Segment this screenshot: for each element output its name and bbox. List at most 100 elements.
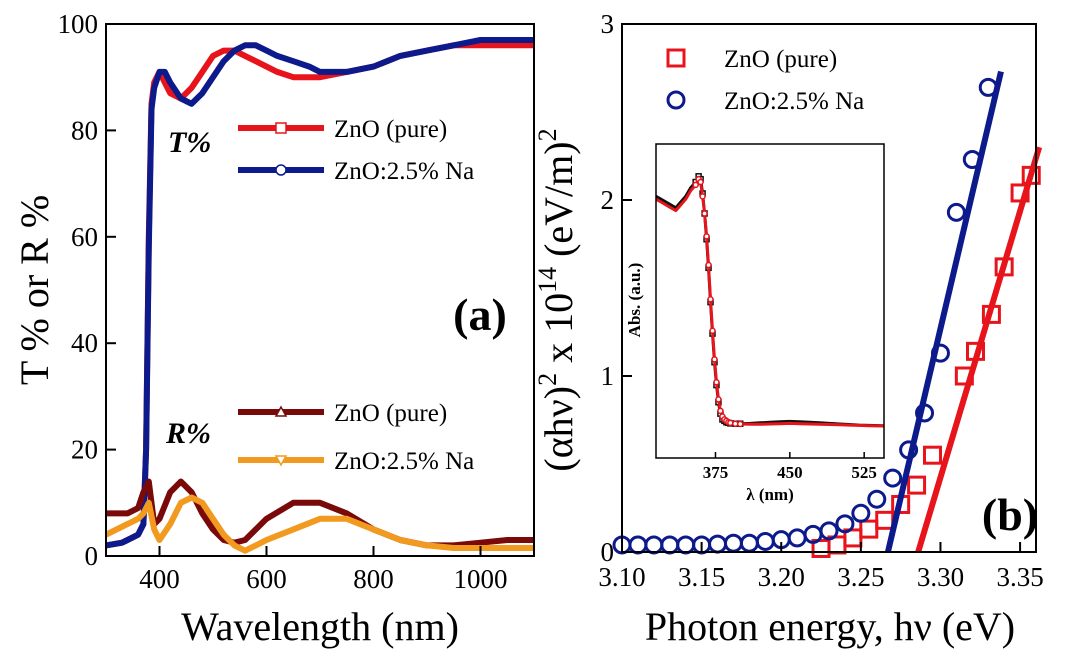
panel-b-point-zno-2-5-na [723, 533, 743, 553]
panel-a-x-tick-label: 600 [246, 564, 287, 594]
panel-b-point-zno-2-5-na [851, 503, 871, 523]
panel-b-point-zno-2-5-na [660, 535, 680, 555]
inset-y-axis-label: Abs. (a.u.) [625, 263, 644, 338]
panel-b-fit-line-zno-2-5-na [884, 70, 1004, 553]
panel-b-point-zno-2-5-na [962, 150, 982, 170]
panel-b-legend-marker-zno-pure [666, 48, 686, 68]
inset-point-zno-pure [699, 193, 706, 200]
panel-a-legend-marker-zno-pure [274, 405, 288, 417]
panel-b-frame [621, 23, 1037, 553]
panel-a-label: (a) [453, 289, 507, 340]
panel-b-point-zno-2-5-na [899, 440, 919, 460]
inset-x-tick-label: 450 [777, 463, 803, 482]
panel-b-point-zno-pure [954, 366, 974, 386]
panel-b-point-zno-2-5-na [946, 202, 966, 222]
inset-point-zno-pure [717, 407, 724, 415]
panel-b-legend-label-zno-2-5-na: ZnO:2.5% Na [724, 88, 864, 115]
inset-point-zno-pure [701, 210, 708, 217]
panel-b-y-tick-label: 1 [601, 361, 615, 391]
panel-b-point-zno-2-5-na [978, 77, 998, 97]
panel-a-legend-marker-zno-2-5-na [274, 455, 288, 467]
panel-a-y-tick-label: 80 [71, 115, 98, 145]
panel-a-legend-label-zno-2-5-na: ZnO:2.5% Na [334, 448, 474, 475]
panel-b-point-zno-2-5-na [755, 531, 775, 551]
inset-point-zno-pure [707, 296, 714, 303]
panel-b-point-zno-pure [1021, 165, 1041, 185]
panel-b-point-zno-2-5-na [787, 528, 807, 548]
panel-b-y-tick-label: 2 [601, 185, 615, 215]
inset-point-zno-pure [715, 396, 722, 403]
panel-b-chart: 3.10 3.15 3.20 3.25 3.30 3.35 0 1 2 3 Photon ener… [533, 9, 1044, 649]
panel-b-point-zno-pure [875, 510, 895, 530]
inset-x-tick-label: 525 [851, 463, 877, 482]
y-label-sq2: 2 [533, 128, 562, 141]
inset-frame [655, 143, 885, 459]
panel-b-point-zno-pure [907, 475, 927, 495]
panel-a-y-tick-label: 100 [58, 9, 99, 39]
panel-b-point-zno-2-5-na [867, 489, 887, 509]
panel-a-legend-label-zno-2-5-na: ZnO:2.5% Na [334, 158, 474, 185]
inset-point-zno-pure [711, 356, 718, 363]
panel-a-x-tick-label: 400 [139, 564, 180, 594]
panel-b-point-zno-2-5-na [708, 534, 728, 554]
inset-point-zno-pure [709, 327, 716, 334]
panel-a-y-tick-label: 60 [71, 222, 98, 252]
panel-a-legend-label-zno-pure: ZnO (pure) [334, 400, 447, 427]
panel-b-x-axis-label: Photon energy, hν (eV) [645, 604, 1015, 649]
inset-point-zno-pure [727, 419, 734, 427]
inset-point-zno-pure [737, 420, 744, 428]
panel-a-x-tick-label: 1000 [454, 564, 508, 594]
panel-a-series-r-zno-pure-line [106, 478, 534, 549]
panel-b-x-tick-label: 3.25 [837, 562, 884, 592]
panel-b-point-zno-2-5-na [644, 535, 664, 555]
panel-b-point-zno-pure [923, 445, 942, 465]
panel-b-point-zno-2-5-na [819, 521, 839, 541]
panel-a-y-tick-label: 0 [85, 541, 99, 571]
panel-b-fit-line-zno-pure [915, 146, 1043, 553]
inset-background [656, 144, 884, 458]
panel-b-x-tick-label: 3.30 [917, 562, 964, 592]
inset-point-zno-pure [705, 261, 712, 269]
panel-b-x-tick-label: 3.10 [598, 562, 645, 592]
panel-a-y-tick-label: 40 [71, 328, 98, 358]
panel-b-point-zno-pure [859, 519, 879, 539]
panel-b-point-zno-2-5-na [739, 533, 759, 553]
y-label-alpha: (αhν) [536, 386, 581, 472]
panel-a-legend-marker-zno-pure [275, 122, 287, 134]
panel-a-x-tick-label: 800 [353, 564, 394, 594]
panel-b-point-zno-2-5-na [915, 403, 935, 423]
panel-a-y-axis-label: T % or R % [12, 195, 57, 385]
panel-b-point-zno-pure [981, 304, 1001, 324]
panel-b-point-zno-2-5-na [628, 535, 648, 555]
panel-b-point-zno-2-5-na [835, 514, 855, 534]
inset-x-axis-label: λ (nm) [746, 485, 794, 504]
panel-b-inset: 375 450 525 λ (nm) Abs. (a.u.) [625, 143, 885, 504]
panel-a-series-r-zno-2-5-na-line [104, 494, 534, 554]
panel-b-point-zno-pure [994, 257, 1014, 277]
panel-a-x-axis-label: Wavelength (nm) [181, 604, 459, 649]
panel-b-point-zno-pure [1010, 183, 1030, 203]
inset-point-zno-pure [692, 181, 699, 189]
transmittance-group-label: T% [168, 126, 211, 159]
panel-a-legend-marker-zno-2-5-na [275, 164, 287, 176]
inset-point-zno-pure [703, 233, 710, 240]
panel-b-point-zno-pure [965, 341, 985, 361]
inset-point-zno-pure [697, 178, 704, 186]
panel-b-point-zno-2-5-na [930, 343, 950, 363]
inset-point-zno-pure [713, 378, 720, 386]
panel-b-y-tick-label: 0 [601, 537, 615, 567]
panel-a-series-t-zno-2-5-na-line [105, 37, 534, 549]
panel-a-frame [105, 23, 535, 557]
panel-b-x-tick-label: 3.35 [996, 562, 1043, 592]
panel-a-y-tick-label: 20 [71, 435, 98, 465]
panel-b-y-axis-label: (αhν)2 x 1014 (eV/m)2 [533, 128, 581, 471]
panel-a-legend-label-zno-pure: ZnO (pure) [334, 116, 447, 143]
y-label-sq1: 2 [533, 373, 562, 386]
panel-b-x-tick-label: 3.15 [678, 562, 725, 592]
panel-b-point-zno-2-5-na [676, 535, 696, 555]
y-label-mult: x 10 [536, 293, 581, 373]
reflectance-group-label: R% [165, 417, 211, 450]
panel-b-y-tick-label: 3 [601, 9, 615, 39]
inset-x-tick-label: 375 [703, 463, 729, 482]
